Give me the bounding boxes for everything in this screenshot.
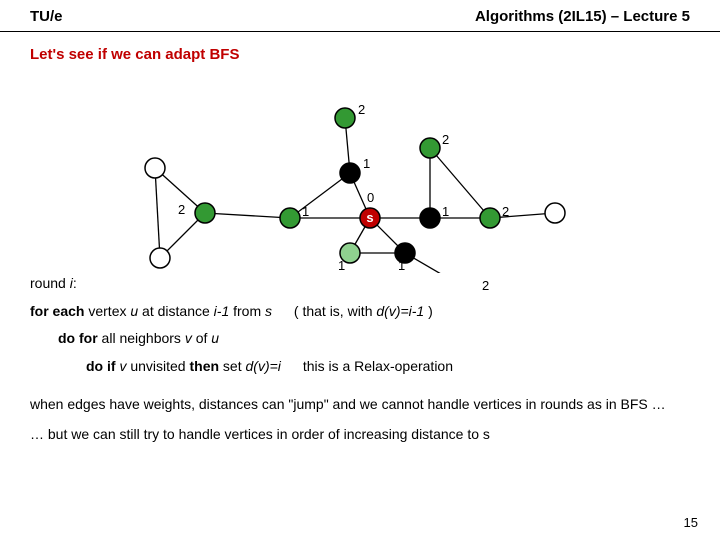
l1sb: d(v)=i-1 [376, 303, 424, 319]
l3-side: this is a Relax-operation [303, 356, 453, 378]
l2-kw: do for [58, 330, 98, 346]
footnote-1: when edges have weights, distances can "… [0, 384, 720, 414]
l1-side: ( that is, with d(v)=i-1 ) [294, 301, 433, 323]
slide: TU/e Algorithms (2IL15) – Lecture 5 Let'… [0, 0, 720, 540]
divider [0, 31, 720, 32]
l1sc: ) [424, 303, 433, 319]
l1sa: ( that is, with [294, 303, 376, 319]
l2-d: of [192, 330, 211, 346]
l2-v: v [185, 330, 192, 346]
algo-line2: do for all neighbors v of u [30, 328, 690, 350]
l2-b: all neighbors [98, 330, 185, 346]
l2-u: u [211, 330, 219, 346]
l1-e: i-1 [214, 303, 230, 319]
algo-line3: do if v unvisited then set d(v)=i this i… [30, 356, 690, 378]
l3-kw1: do if [86, 358, 116, 374]
l3-kw2: then [189, 358, 219, 374]
header-left: TU/e [30, 8, 63, 25]
colon: : [73, 275, 77, 291]
graph-svg: s [0, 63, 720, 273]
header-right: Algorithms (2IL15) – Lecture 5 [475, 8, 690, 25]
l3-f: set [219, 358, 245, 374]
page-number: 15 [684, 515, 698, 530]
footnote-2: … but we can still try to handle vertice… [0, 414, 720, 444]
round-label: round [30, 275, 66, 291]
graph: s 21120111222 [0, 63, 720, 273]
l3-d: unvisited [126, 358, 189, 374]
l1-s: s [265, 303, 272, 319]
svg-text:s: s [366, 210, 373, 225]
l1-kw: for each [30, 303, 84, 319]
l1-b: vertex [84, 303, 130, 319]
slide-title: Let's see if we can adapt BFS [0, 42, 720, 63]
l1-f: from [229, 303, 265, 319]
l3-g: d(v)=i [246, 358, 281, 374]
l1-u: u [130, 303, 138, 319]
algorithm-block: round i: for each vertex u at distance i… [0, 273, 720, 378]
algo-round: round i: [30, 273, 690, 295]
l1-d: at distance [138, 303, 214, 319]
algo-line1: for each vertex u at distance i-1 from s… [30, 301, 690, 323]
header: TU/e Algorithms (2IL15) – Lecture 5 [0, 0, 720, 31]
